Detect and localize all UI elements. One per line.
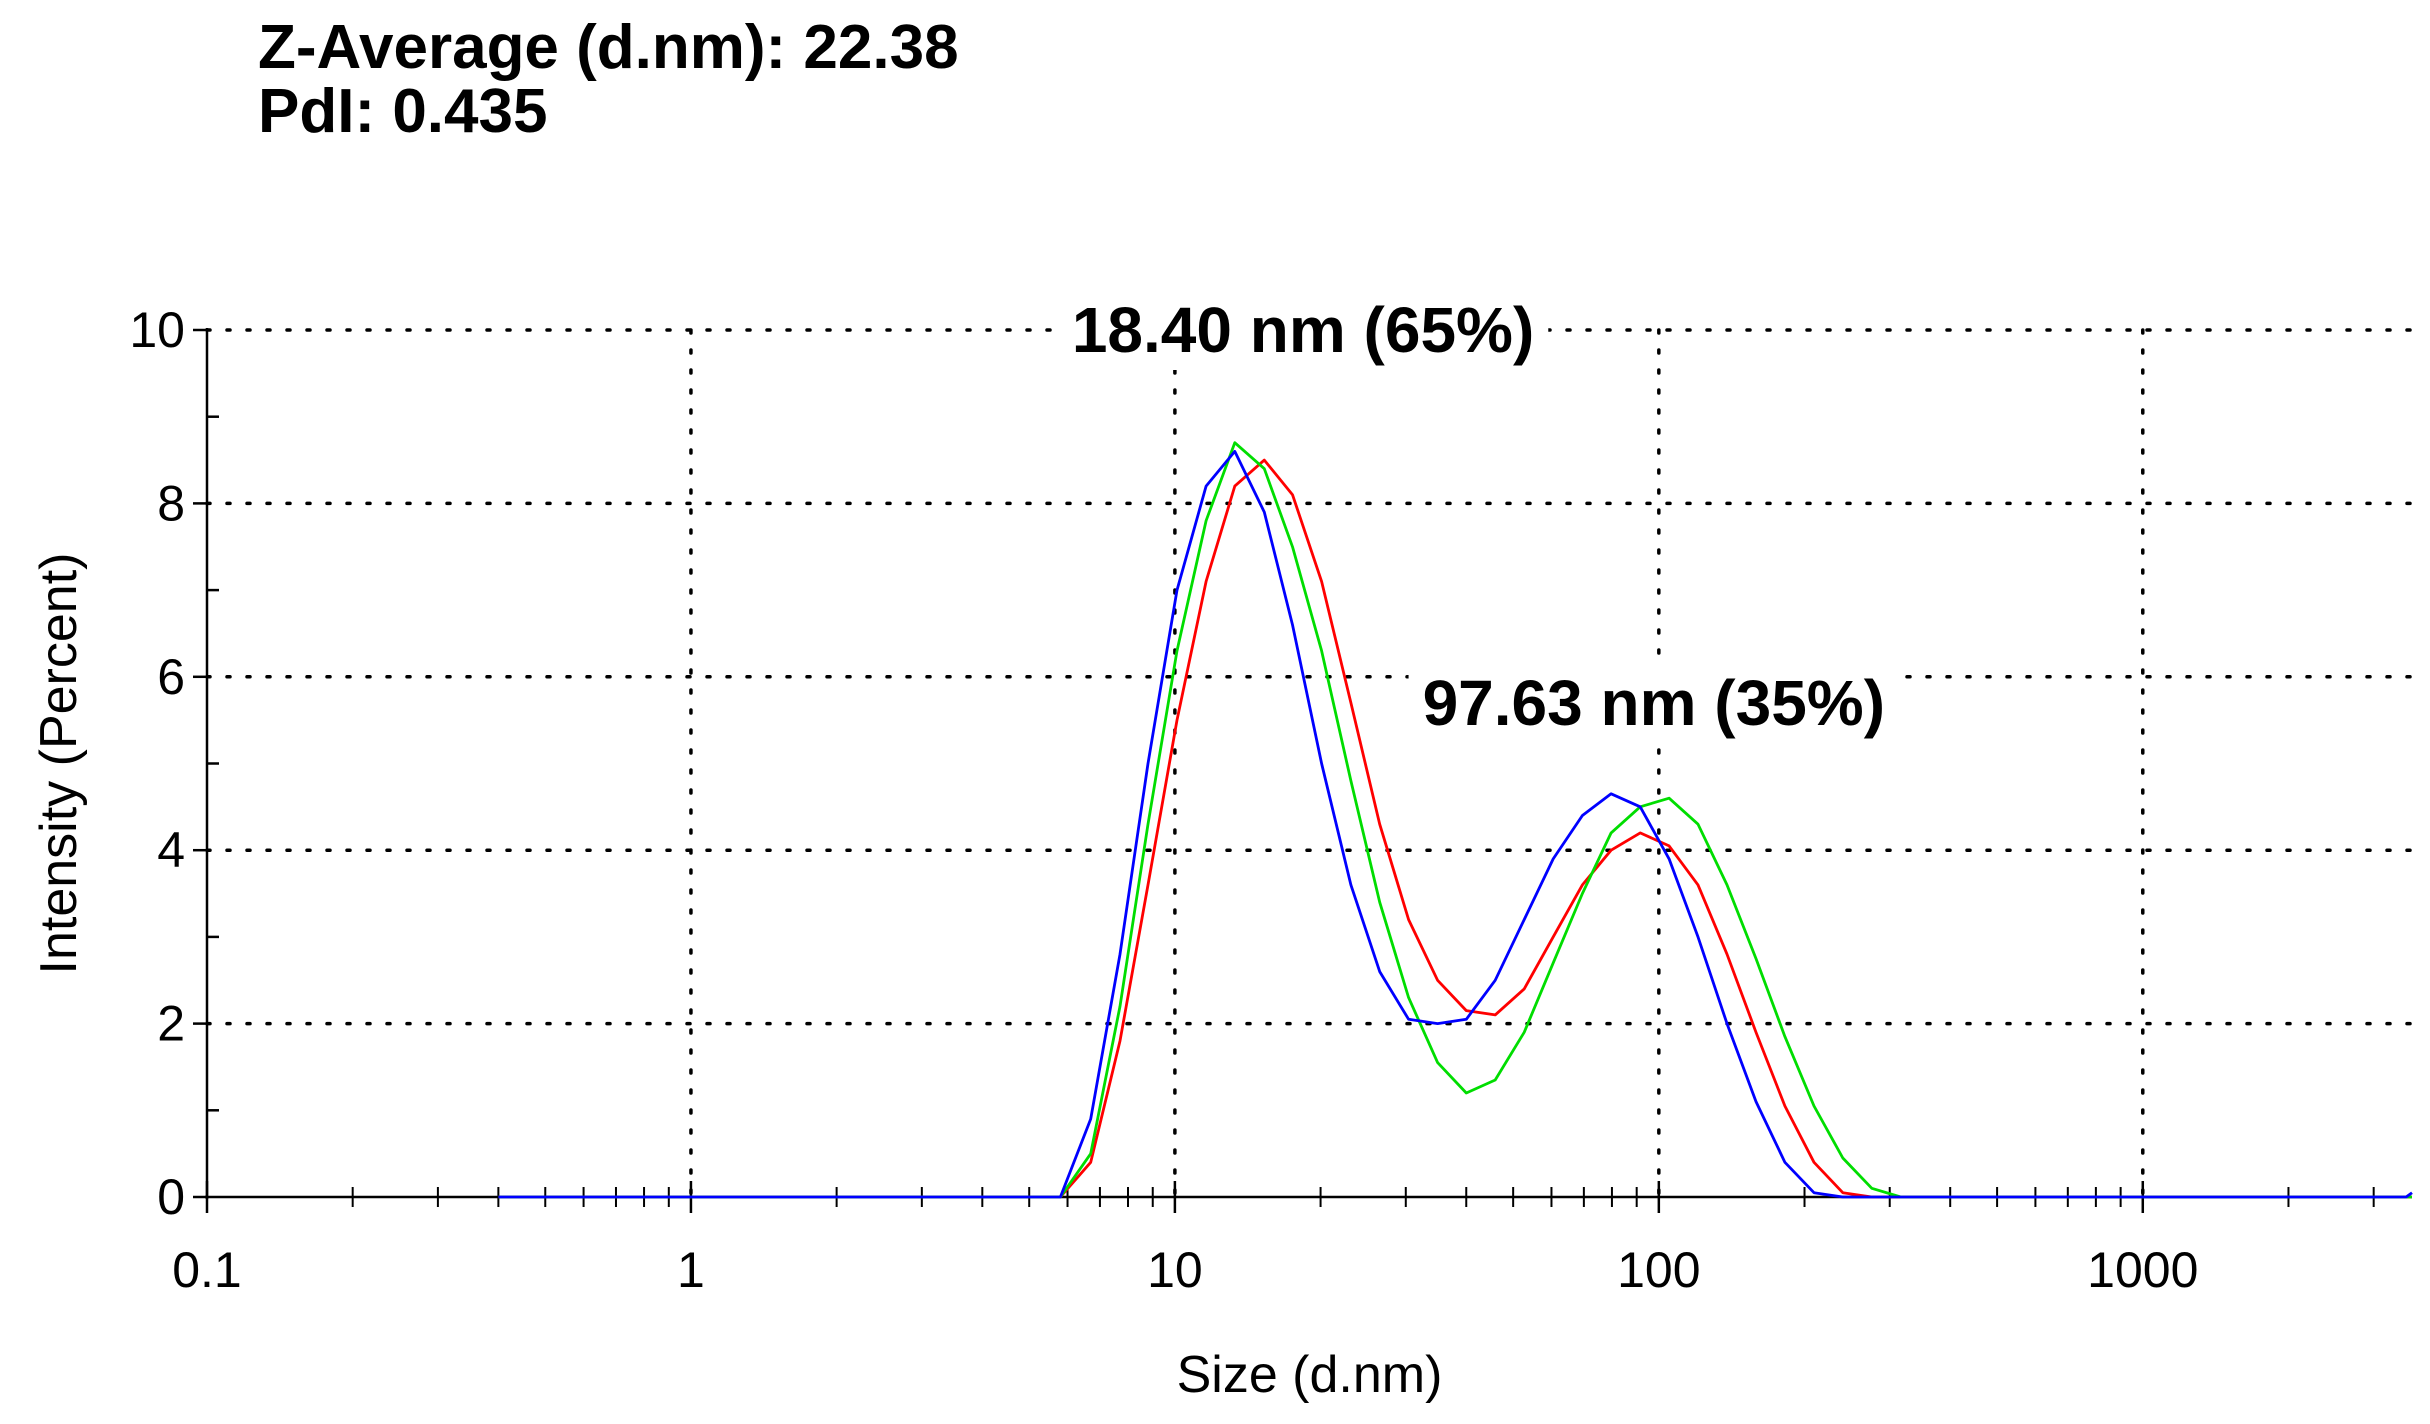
peak-label-background (1057, 290, 1549, 370)
y-tick-label: 8 (157, 475, 185, 531)
y-tick-label: 2 (157, 996, 185, 1052)
x-axis-title: Size (d.nm) (1177, 1346, 1443, 1404)
x-tick-label: 1000 (2087, 1242, 2198, 1298)
y-tick-label: 10 (129, 302, 185, 358)
series-line-2 (498, 441, 2412, 1199)
pdi-text: PdI: 0.435 (258, 77, 548, 146)
peak-label-background (1408, 662, 1900, 743)
x-tick-label: 1 (677, 1242, 705, 1298)
z-average-text: Z-Average (d.nm): 22.38 (258, 13, 959, 82)
x-tick-label: 100 (1617, 1242, 1700, 1298)
axes: 0 2 4 6 8 10 0.1 1 10 100 1000 (129, 302, 2412, 1298)
y-tick-label: 4 (157, 822, 185, 878)
y-tick-label: 6 (157, 649, 185, 705)
x-tick-label: 10 (1147, 1242, 1203, 1298)
grid-lines (205, 328, 2414, 1199)
series-line-1 (498, 458, 2412, 1199)
x-tick-label: 0.1 (172, 1242, 242, 1298)
series-line-3 (498, 450, 2413, 1199)
y-tick-label: 0 (157, 1169, 185, 1225)
peak-label-2: 97.63 nm (35%) (1423, 667, 1885, 739)
peak-label-1: 18.40 nm (65%) (1072, 294, 1534, 366)
y-axis-title: Intensity (Percent) (30, 553, 88, 975)
data-series (498, 441, 2413, 1199)
header: Z-Average (d.nm): 22.38 PdI: 0.435 (258, 16, 959, 144)
chart-labels: Size (d.nm) Intensity (Percent) 18.40 nm (… (30, 290, 1900, 1404)
